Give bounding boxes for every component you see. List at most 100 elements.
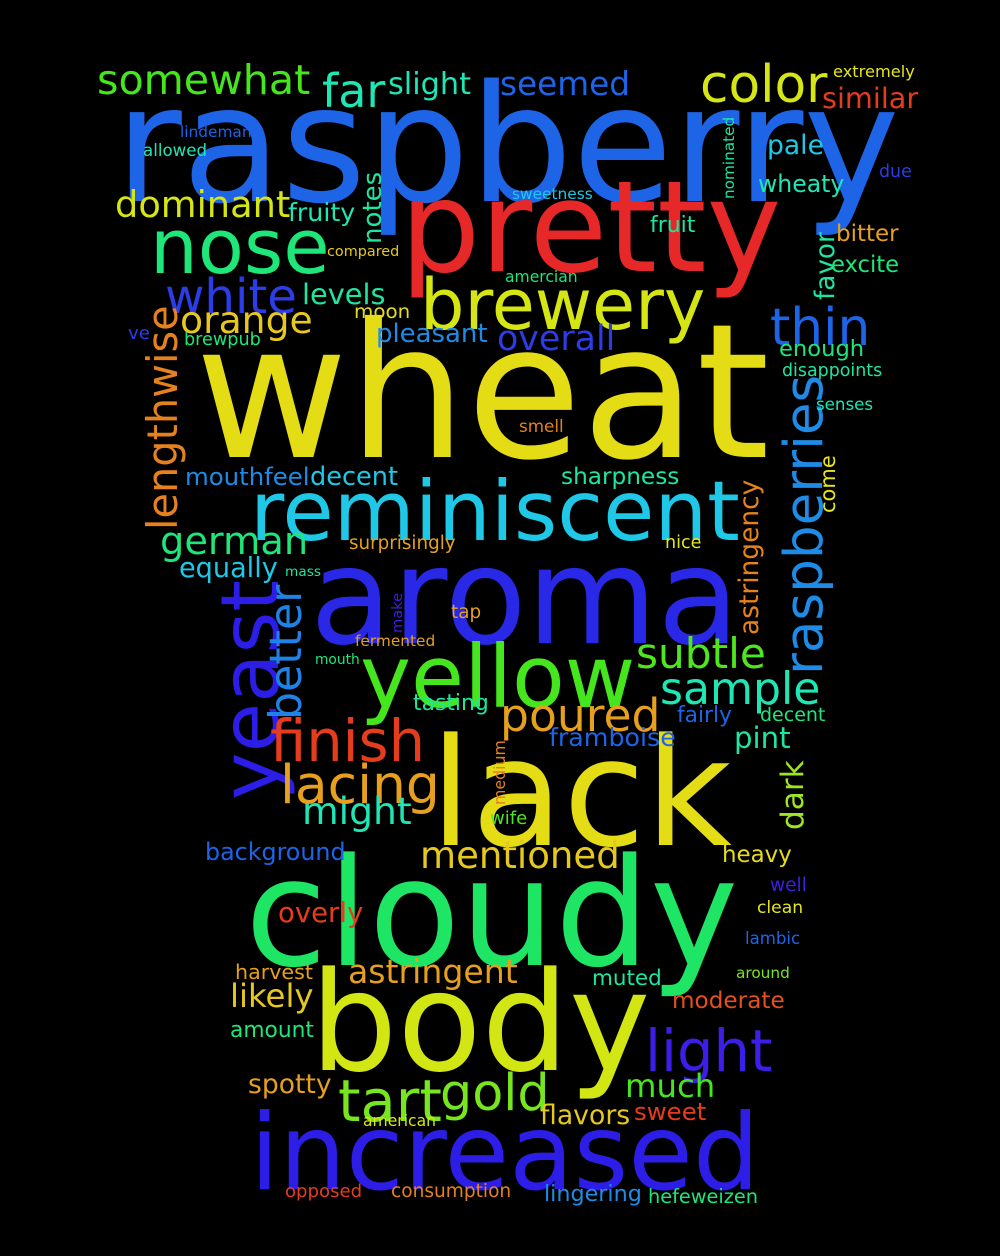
- word-lingering-104: lingering: [544, 1181, 642, 1207]
- word-seemed-29: seemed: [500, 65, 631, 103]
- word-thin-24: thin: [770, 298, 871, 358]
- word-background-40: background: [205, 838, 346, 866]
- word-brewery-10: brewery: [420, 264, 706, 346]
- word-yellow-9: yellow: [360, 628, 636, 728]
- word-american-101: american: [363, 1112, 437, 1130]
- word-astringent-36: astringent: [348, 952, 518, 991]
- word-astringency-62: astringency: [734, 479, 765, 635]
- word-fruit-74: fruit: [650, 213, 696, 238]
- word-extremely-68: extremely: [833, 62, 915, 81]
- word-poured-16: poured: [500, 689, 661, 742]
- word-come-64: come: [816, 455, 840, 513]
- word-nose-11: nose: [150, 203, 330, 291]
- word-better-33: better: [261, 584, 312, 720]
- word-overly-37: overly: [278, 897, 364, 929]
- word-decent-93: decent: [760, 704, 826, 726]
- word-hefeweizen-105: hefeweizen: [648, 1185, 759, 1208]
- word-amercian-77: amercian: [505, 268, 578, 286]
- word-tap-88: tap: [451, 602, 482, 623]
- word-harvest-99: harvest: [235, 960, 313, 984]
- word-reminiscent-8: reminiscent: [250, 463, 740, 560]
- word-orange-31: orange: [180, 298, 313, 342]
- word-brewpub-80: brewpub: [184, 330, 261, 350]
- word-consumption-103: consumption: [391, 1181, 512, 1202]
- word-dark-63: dark: [775, 760, 811, 830]
- word-wheat-0: wheat: [195, 284, 770, 502]
- word-lacing-14: lacing: [280, 753, 440, 816]
- word-amount-50: amount: [230, 1018, 314, 1043]
- word-lambic-98: lambic: [745, 929, 801, 948]
- word-gold-18: gold: [440, 1063, 550, 1122]
- word-opposed-102: opposed: [285, 1181, 363, 1202]
- word-light-20: light: [645, 1018, 773, 1085]
- word-german-25: german: [160, 519, 309, 564]
- word-compared-76: compared: [327, 244, 400, 260]
- word-mass-86: mass: [285, 564, 321, 580]
- word-sweet-47: sweet: [634, 1097, 707, 1126]
- word-fruity-67: fruity: [288, 198, 356, 227]
- word-wife-95: wife: [490, 808, 528, 829]
- word-make-87: make: [388, 592, 406, 633]
- word-ve-79: ve: [128, 323, 150, 344]
- word-similar-60: similar: [822, 81, 919, 115]
- word-increased-6: increased: [250, 1091, 760, 1214]
- word-tasting-91: tasting: [413, 691, 489, 716]
- word-cloudy-3: cloudy: [245, 827, 739, 1001]
- word-mouthfeel-41: mouthfeel: [185, 462, 310, 491]
- word-tart-19: tart: [338, 1068, 442, 1135]
- word-pale-58: pale: [767, 130, 824, 161]
- word-might-23: might: [302, 789, 412, 833]
- word-levels-54: levels: [302, 277, 386, 311]
- word-white-26: white: [165, 269, 297, 325]
- word-wheaty-57: wheaty: [758, 170, 845, 198]
- word-mentioned-22: mentioned: [420, 834, 620, 877]
- word-overall-38: overall: [497, 319, 616, 359]
- word-pretty-7: pretty: [400, 154, 782, 301]
- word-moon-55: moon: [354, 300, 411, 323]
- word-body-4: body: [310, 943, 651, 1103]
- word-nominated-71: nominated: [720, 116, 738, 199]
- word-dominant-30: dominant: [115, 183, 291, 226]
- word-enough-56: enough: [779, 336, 865, 362]
- word-bitter-75: bitter: [836, 221, 899, 247]
- word-muted-45: muted: [592, 966, 662, 991]
- word-due-72: due: [879, 162, 912, 182]
- word-color-28: color: [700, 55, 828, 115]
- word-fermented-89: fermented: [355, 632, 436, 650]
- word-sweetness-73: sweetness: [512, 185, 593, 203]
- word-raspberry-1: raspberry: [115, 51, 900, 240]
- word-pint-61: pint: [734, 721, 791, 755]
- word-medium-94: medium: [489, 740, 509, 805]
- word-sample-17: sample: [660, 664, 821, 715]
- word-mouth-90: mouth: [315, 652, 360, 668]
- word-lindeman-69: lindeman: [180, 123, 252, 141]
- word-clean-97: clean: [757, 898, 804, 918]
- word-flavors-46: flavors: [540, 1100, 631, 1131]
- word-fairly-92: fairly: [677, 703, 732, 728]
- word-subtle-34: subtle: [636, 629, 766, 678]
- word-notes-65: notes: [358, 171, 388, 244]
- word-nice-85: nice: [665, 533, 702, 553]
- word-finish-15: finish: [270, 708, 426, 775]
- word-framboise-39: framboise: [549, 723, 676, 752]
- word-spotty-51: spotty: [248, 1069, 332, 1100]
- word-well-96: well: [770, 875, 807, 896]
- word-moderate-44: moderate: [672, 988, 785, 1014]
- word-pleasant-53: pleasant: [376, 319, 488, 349]
- word-equally-52: equally: [179, 553, 278, 584]
- word-decent-42: decent: [310, 462, 399, 492]
- word-sharpness-43: sharpness: [561, 463, 680, 490]
- word-far-35: far: [322, 64, 386, 118]
- word-aroma-2: aroma: [310, 518, 740, 675]
- word-smell-83: smell: [519, 416, 564, 436]
- word-lack-5: lack: [430, 707, 732, 881]
- word-allowed-70: allowed: [143, 141, 208, 160]
- word-senses-82: senses: [816, 395, 874, 414]
- word-heavy-48: heavy: [722, 842, 792, 868]
- word-excite-78: excite: [831, 252, 900, 278]
- word-somewhat-27: somewhat: [97, 56, 311, 104]
- word-slight-59: slight: [388, 67, 471, 102]
- word-much-21: much: [625, 1067, 716, 1105]
- word-around-100: around: [736, 964, 790, 982]
